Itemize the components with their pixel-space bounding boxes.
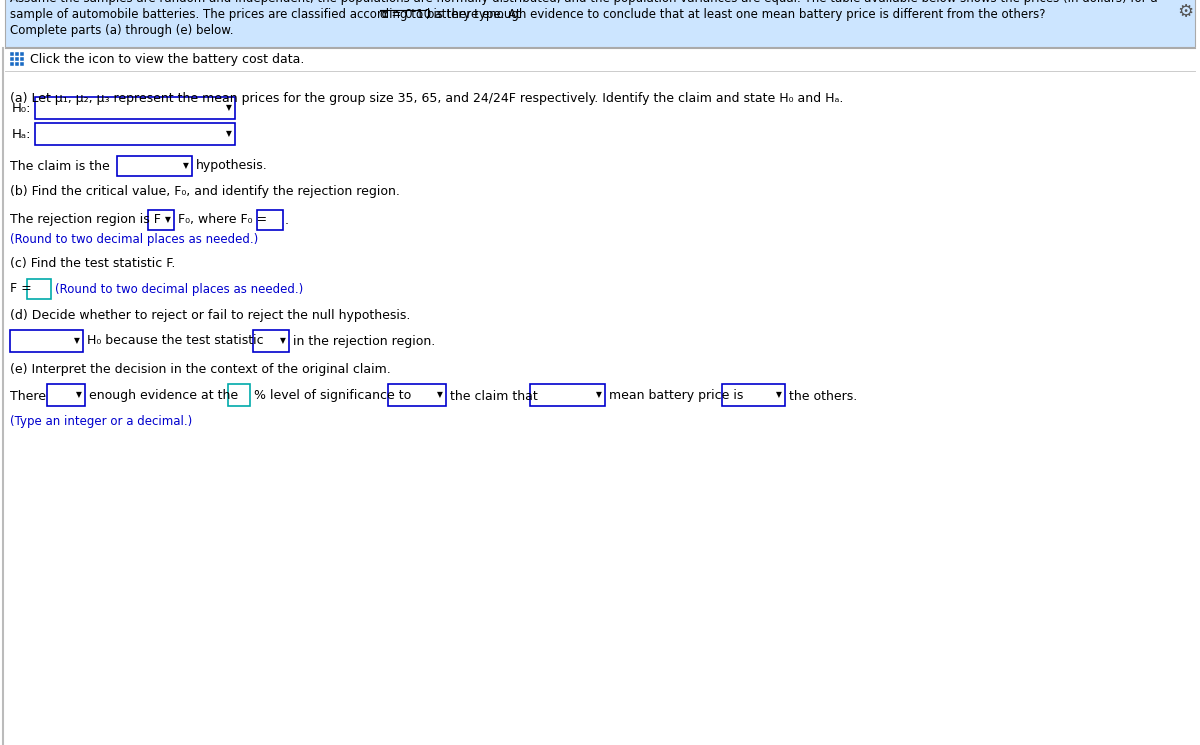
Text: , is there enough evidence to conclude that at least one mean battery price is d: , is there enough evidence to conclude t…: [426, 8, 1045, 21]
FancyBboxPatch shape: [47, 384, 85, 406]
Text: ▼: ▼: [226, 104, 232, 112]
Text: hypothesis.: hypothesis.: [196, 159, 268, 173]
Text: The rejection region is F: The rejection region is F: [10, 214, 161, 226]
Text: (b) Find the critical value, F₀, and identify the rejection region.: (b) Find the critical value, F₀, and ide…: [10, 185, 400, 197]
Text: Complete parts (a) through (e) below.: Complete parts (a) through (e) below.: [10, 24, 234, 37]
Text: mean battery price is: mean battery price is: [610, 390, 743, 402]
FancyBboxPatch shape: [14, 52, 19, 56]
Text: ▼: ▼: [437, 390, 443, 399]
Text: (c) Find the test statistic F.: (c) Find the test statistic F.: [10, 256, 175, 270]
Text: ▼: ▼: [74, 337, 80, 346]
Text: H₀:: H₀:: [12, 101, 31, 115]
FancyBboxPatch shape: [10, 62, 14, 66]
Text: Assume the samples are random and independent, the populations are normally dist: Assume the samples are random and indepe…: [10, 0, 1158, 5]
FancyBboxPatch shape: [10, 57, 14, 61]
Text: The claim is the: The claim is the: [10, 159, 109, 173]
Text: (Round to two decimal places as needed.): (Round to two decimal places as needed.): [55, 282, 304, 296]
FancyBboxPatch shape: [10, 52, 14, 56]
FancyBboxPatch shape: [20, 62, 24, 66]
FancyBboxPatch shape: [253, 330, 289, 352]
Text: (Round to two decimal places as needed.): (Round to two decimal places as needed.): [10, 233, 258, 247]
Text: (e) Interpret the decision in the context of the original claim.: (e) Interpret the decision in the contex…: [10, 363, 391, 375]
Text: ▼: ▼: [166, 215, 172, 224]
FancyBboxPatch shape: [257, 210, 283, 230]
Text: There: There: [10, 390, 46, 402]
Text: ⚙: ⚙: [1177, 3, 1193, 21]
FancyBboxPatch shape: [148, 210, 174, 230]
Text: ▼: ▼: [280, 337, 286, 346]
Text: the claim that: the claim that: [450, 390, 538, 402]
FancyBboxPatch shape: [35, 123, 235, 145]
Text: (a) Let μ₁, μ₂, μ₃ represent the mean prices for the group size 35, 65, and 24/2: (a) Let μ₁, μ₂, μ₃ represent the mean pr…: [10, 92, 844, 105]
Text: ▼: ▼: [76, 390, 82, 399]
FancyBboxPatch shape: [35, 97, 235, 119]
FancyBboxPatch shape: [388, 384, 446, 406]
Text: Hₐ:: Hₐ:: [12, 127, 31, 141]
FancyBboxPatch shape: [20, 52, 24, 56]
Text: α = 0.10: α = 0.10: [380, 8, 431, 21]
Text: F =: F =: [10, 282, 31, 296]
Text: (Type an integer or a decimal.): (Type an integer or a decimal.): [10, 414, 192, 428]
Text: ▼: ▼: [226, 130, 232, 139]
FancyBboxPatch shape: [28, 279, 50, 299]
FancyBboxPatch shape: [530, 384, 605, 406]
Text: ▼: ▼: [184, 162, 190, 171]
Text: the others.: the others.: [790, 390, 857, 402]
FancyBboxPatch shape: [118, 156, 192, 176]
FancyBboxPatch shape: [14, 57, 19, 61]
Text: % level of significance to: % level of significance to: [254, 390, 412, 402]
Text: H₀ because the test statistic: H₀ because the test statistic: [88, 335, 264, 347]
Text: Click the icon to view the battery cost data.: Click the icon to view the battery cost …: [30, 52, 305, 66]
Text: enough evidence at the: enough evidence at the: [89, 390, 238, 402]
Text: ▼: ▼: [596, 390, 602, 399]
Text: .: .: [286, 214, 289, 226]
FancyBboxPatch shape: [14, 62, 19, 66]
Text: ▼: ▼: [776, 390, 782, 399]
FancyBboxPatch shape: [5, 0, 1195, 47]
FancyBboxPatch shape: [722, 384, 785, 406]
FancyBboxPatch shape: [20, 57, 24, 61]
Text: F₀, where F₀ =: F₀, where F₀ =: [178, 214, 268, 226]
Text: (d) Decide whether to reject or fail to reject the null hypothesis.: (d) Decide whether to reject or fail to …: [10, 308, 410, 322]
FancyBboxPatch shape: [228, 384, 250, 406]
FancyBboxPatch shape: [10, 330, 83, 352]
Text: sample of automobile batteries. The prices are classified according to battery t: sample of automobile batteries. The pric…: [10, 8, 524, 21]
Text: in the rejection region.: in the rejection region.: [293, 335, 436, 347]
